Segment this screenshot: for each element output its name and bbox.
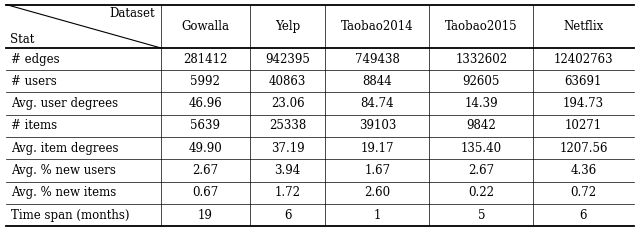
Text: 4.36: 4.36: [570, 164, 596, 177]
Text: 5992: 5992: [190, 75, 220, 88]
Text: Gowalla: Gowalla: [181, 20, 229, 33]
Text: 5639: 5639: [190, 119, 220, 132]
Text: 1.72: 1.72: [275, 186, 301, 199]
Text: 19: 19: [198, 209, 212, 222]
Text: 37.19: 37.19: [271, 142, 305, 155]
Text: Dataset: Dataset: [110, 7, 156, 20]
Text: Avg. user degrees: Avg. user degrees: [11, 97, 118, 110]
Text: 12402763: 12402763: [554, 52, 613, 66]
Text: 2.67: 2.67: [468, 164, 494, 177]
Text: 84.74: 84.74: [360, 97, 394, 110]
Text: # edges: # edges: [11, 52, 60, 66]
Text: 5: 5: [477, 209, 485, 222]
Text: 3.94: 3.94: [275, 164, 301, 177]
Text: 2.60: 2.60: [364, 186, 390, 199]
Text: 25338: 25338: [269, 119, 307, 132]
Text: Taobao2014: Taobao2014: [341, 20, 413, 33]
Text: 6: 6: [284, 209, 291, 222]
Text: 6: 6: [580, 209, 587, 222]
Text: Stat: Stat: [10, 33, 35, 46]
Text: 1.67: 1.67: [364, 164, 390, 177]
Text: 63691: 63691: [564, 75, 602, 88]
Text: Avg. item degrees: Avg. item degrees: [11, 142, 118, 155]
Text: Yelp: Yelp: [275, 20, 300, 33]
Text: 8844: 8844: [362, 75, 392, 88]
Text: Avg. % new items: Avg. % new items: [11, 186, 116, 199]
Text: 19.17: 19.17: [360, 142, 394, 155]
Text: # users: # users: [11, 75, 56, 88]
Text: 281412: 281412: [183, 52, 227, 66]
Text: 92605: 92605: [463, 75, 500, 88]
Text: 194.73: 194.73: [563, 97, 604, 110]
Text: # items: # items: [11, 119, 57, 132]
Text: Taobao2015: Taobao2015: [445, 20, 518, 33]
Text: 23.06: 23.06: [271, 97, 305, 110]
Text: 0.22: 0.22: [468, 186, 494, 199]
Text: 0.67: 0.67: [192, 186, 218, 199]
Text: Netflix: Netflix: [563, 20, 604, 33]
Text: 1332602: 1332602: [455, 52, 508, 66]
Text: 942395: 942395: [266, 52, 310, 66]
Text: 0.72: 0.72: [570, 186, 596, 199]
Text: 9842: 9842: [467, 119, 496, 132]
Text: 49.90: 49.90: [188, 142, 222, 155]
Text: 40863: 40863: [269, 75, 307, 88]
Text: 1: 1: [374, 209, 381, 222]
Text: 14.39: 14.39: [465, 97, 498, 110]
Text: 2.67: 2.67: [192, 164, 218, 177]
Text: 10271: 10271: [565, 119, 602, 132]
Text: 39103: 39103: [358, 119, 396, 132]
Text: Avg. % new users: Avg. % new users: [11, 164, 116, 177]
Text: 135.40: 135.40: [461, 142, 502, 155]
Text: 46.96: 46.96: [188, 97, 222, 110]
Text: 749438: 749438: [355, 52, 400, 66]
Text: 1207.56: 1207.56: [559, 142, 607, 155]
Text: Time span (months): Time span (months): [11, 209, 129, 222]
